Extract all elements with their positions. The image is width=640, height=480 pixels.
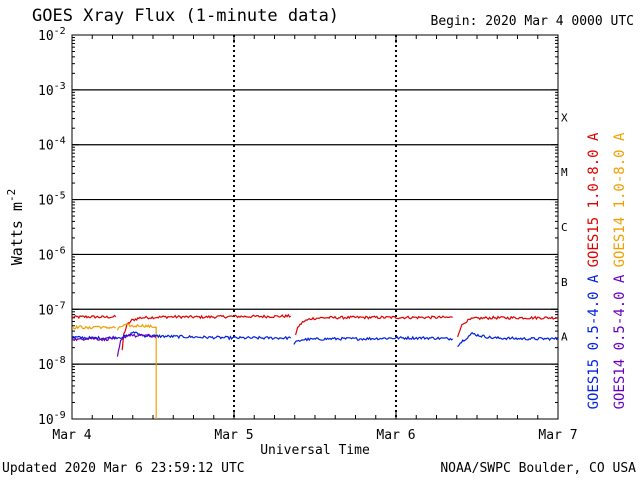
y-tick-label: 10-7 — [38, 300, 66, 318]
x-axis-title: Universal Time — [260, 443, 370, 458]
series-line — [116, 333, 157, 357]
flare-class-label: B — [561, 276, 568, 289]
x-tick-label: Mar 6 — [376, 428, 415, 443]
legend-entry: GOES14 0.5-4.0 A — [612, 274, 628, 409]
series-line — [457, 315, 559, 338]
flare-class-label: C — [561, 221, 568, 234]
y-tick-label: 10-4 — [38, 136, 66, 154]
y-tick-label: 10-9 — [38, 410, 66, 428]
flare-class-label: M — [561, 166, 568, 179]
series-line — [71, 314, 117, 319]
series-line — [121, 313, 292, 351]
flare-class-label: X — [561, 111, 568, 124]
y-axis-title: Watts m-2 — [5, 189, 26, 265]
credit-label: NOAA/SWPC Boulder, CO USA — [440, 461, 636, 476]
plot-frame — [71, 34, 559, 420]
x-tick-label: Mar 4 — [52, 428, 91, 443]
y-tick-label: 10-2 — [38, 26, 66, 44]
legend-entry: GOES14 1.0-8.0 A — [612, 132, 628, 267]
x-tick-label: Mar 5 — [214, 428, 253, 443]
legend-entry: GOES15 0.5-4.0 A — [586, 274, 602, 409]
series-line — [457, 331, 559, 348]
flare-class-label: A — [561, 331, 568, 344]
y-tick-label: 10-3 — [38, 81, 66, 99]
series-line — [71, 331, 292, 341]
x-tick-label: Mar 7 — [538, 428, 577, 443]
series-line — [71, 324, 116, 330]
series-line — [116, 323, 157, 331]
y-tick-label: 10-6 — [38, 245, 66, 263]
series-line — [293, 335, 454, 345]
chart-title: GOES Xray Flux (1-minute data) — [32, 6, 340, 26]
series-line — [295, 315, 453, 336]
y-tick-label: 10-8 — [38, 355, 66, 373]
series-line — [71, 336, 117, 342]
begin-time-label: Begin: 2020 Mar 4 0000 UTC — [430, 14, 635, 29]
legend-entry: GOES15 1.0-8.0 A — [586, 132, 602, 267]
updated-timestamp: Updated 2020 Mar 6 23:59:12 UTC — [2, 461, 245, 476]
y-tick-label: 10-5 — [38, 191, 66, 209]
